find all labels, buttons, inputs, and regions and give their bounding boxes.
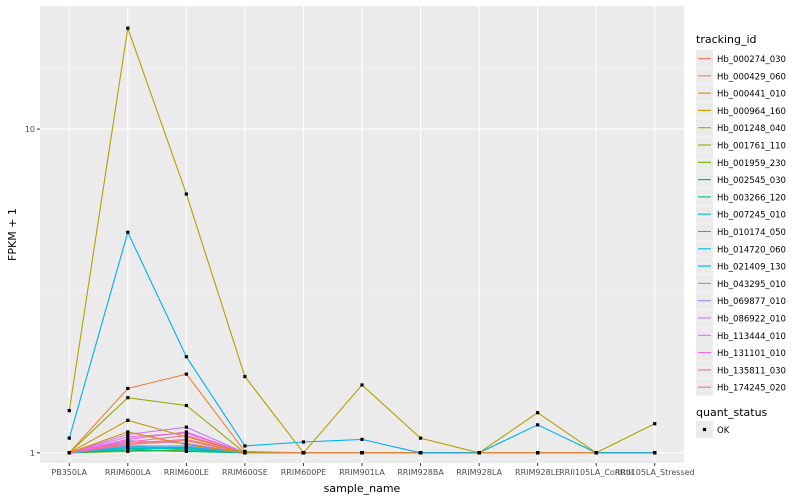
legend-item-label: Hb_086922_010 <box>717 315 786 325</box>
data-point <box>360 451 364 455</box>
x-tick-label: RRII105LA_Control <box>559 468 633 477</box>
data-point <box>536 451 540 455</box>
data-point <box>418 436 423 440</box>
data-point <box>126 26 130 30</box>
data-point <box>67 451 71 455</box>
data-point <box>67 409 71 413</box>
data-point <box>243 451 247 455</box>
data-point <box>126 386 130 391</box>
legend-item-label: Hb_174245_020 <box>717 384 786 394</box>
legend-item-label: Hb_135811_030 <box>717 366 786 376</box>
data-point <box>67 436 71 440</box>
x-tick-label: RRIM600LE <box>164 468 209 477</box>
data-point <box>653 451 657 455</box>
legend-item-label: Hb_000274_030 <box>717 55 786 65</box>
legend-item-label: Hb_007245_010 <box>717 211 786 221</box>
legend-items: Hb_000274_030 Hb_000429_060 Hb_000441_010 H… <box>696 50 786 396</box>
shape-legend-label: OK <box>717 426 730 436</box>
points-layer <box>67 26 657 455</box>
data-point <box>184 448 188 452</box>
data-point <box>126 430 130 434</box>
data-point <box>184 439 188 443</box>
data-point <box>184 445 188 449</box>
data-point <box>126 439 130 443</box>
x-tick-label: RRIM928LE <box>515 468 560 477</box>
data-point <box>126 418 130 422</box>
data-point <box>243 374 247 379</box>
data-point <box>126 230 130 234</box>
legend-item-label: Hb_003266_120 <box>717 193 786 203</box>
y-axis-title: FPKM + 1 <box>6 208 19 261</box>
data-point <box>243 444 247 448</box>
data-point <box>184 403 188 408</box>
shape-legend-title: quant_status <box>696 406 768 419</box>
data-point <box>126 432 130 436</box>
legend: tracking_id Hb_000274_030Hb_000429_060Hb… <box>696 33 786 396</box>
x-tick-label: RRIM901LA <box>339 468 385 477</box>
data-point <box>126 444 130 448</box>
data-point <box>360 383 364 387</box>
data-point <box>477 451 481 455</box>
shape-legend-items: OK <box>696 421 730 438</box>
legend-title: tracking_id <box>696 33 757 46</box>
legend-item-label: Hb_000441_010 <box>717 90 786 100</box>
x-tick-label: RRIM600PE <box>281 468 327 477</box>
x-tick-label: RRII105LA_Stressed <box>615 468 695 477</box>
data-point <box>184 372 188 376</box>
data-point <box>126 449 130 453</box>
data-point <box>418 451 423 455</box>
legend-item-label: Hb_021409_130 <box>717 263 786 273</box>
data-point <box>184 441 188 445</box>
data-point <box>184 430 188 434</box>
data-point <box>301 440 306 444</box>
legend-item-label: Hb_069877_010 <box>717 297 786 307</box>
data-point <box>536 423 540 427</box>
data-point <box>360 437 364 441</box>
legend-item-label: Hb_001761_110 <box>717 142 786 152</box>
legend-item-label: Hb_131101_010 <box>717 349 786 359</box>
data-point <box>301 451 306 455</box>
legend-item-label: Hb_002545_030 <box>717 176 786 186</box>
x-tick-label: RRIM928LA <box>456 468 502 477</box>
y-tick-label: 1 <box>30 449 35 458</box>
data-point <box>184 434 188 438</box>
data-point <box>126 435 130 439</box>
x-tick-label: RRIM600SE <box>222 468 268 477</box>
grid-layer <box>40 6 684 463</box>
data-point <box>184 192 188 196</box>
data-point <box>536 411 540 415</box>
x-tick-label: RRIM928BA <box>397 468 444 477</box>
x-tick-label: PB350LA <box>51 468 87 477</box>
legend-item-label: Hb_010174_050 <box>717 228 786 238</box>
legend-item-label: Hb_001959_230 <box>717 159 786 169</box>
legend-item-label: Hb_000429_060 <box>717 72 786 82</box>
shape-legend: quant_status OK <box>696 406 768 438</box>
data-point <box>594 451 598 455</box>
legend-item-label: Hb_113444_010 <box>717 332 786 342</box>
shape-legend-point <box>702 427 707 432</box>
legend-item-label: Hb_000964_160 <box>717 107 786 117</box>
legend-item-label: Hb_043295_010 <box>717 280 786 290</box>
y-tick-label: 10 <box>25 125 35 134</box>
legend-item-label: Hb_014720_060 <box>717 245 786 255</box>
x-tick-label: RRIM600LA <box>105 468 151 477</box>
legend-item-label: Hb_001248_040 <box>717 124 786 134</box>
axis-layer: 1 10 PB350LA RRIM600LA RRIM600LE RRIM600SE RRI… <box>25 125 695 477</box>
data-point <box>184 425 188 429</box>
data-point <box>653 422 657 426</box>
data-point <box>126 396 130 400</box>
data-point <box>184 355 188 359</box>
x-axis-title: sample_name <box>324 482 401 495</box>
